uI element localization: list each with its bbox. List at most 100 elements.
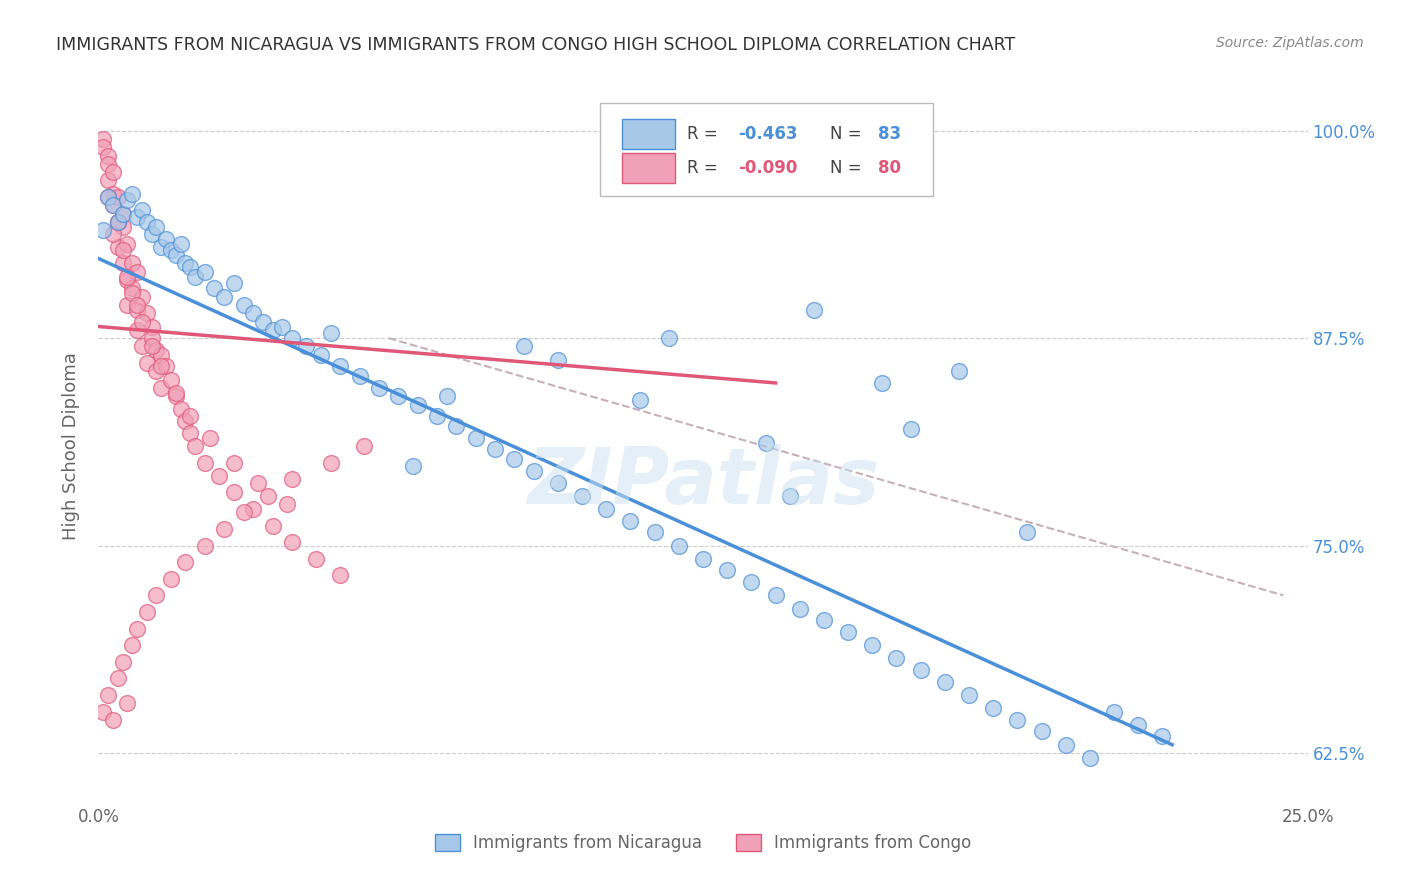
Point xyxy=(131,290,153,304)
Point xyxy=(179,260,201,274)
Point xyxy=(948,364,970,378)
Point xyxy=(117,236,139,251)
Point xyxy=(1015,525,1038,540)
Point xyxy=(547,352,569,367)
Point xyxy=(145,219,167,234)
Point xyxy=(1031,724,1053,739)
Point xyxy=(184,439,207,453)
Point xyxy=(160,373,183,387)
FancyBboxPatch shape xyxy=(600,103,932,196)
Point xyxy=(668,539,690,553)
Point xyxy=(127,302,149,317)
Point xyxy=(165,248,187,262)
Point xyxy=(117,194,139,208)
Point xyxy=(644,525,666,540)
FancyBboxPatch shape xyxy=(621,120,675,149)
Point xyxy=(155,231,177,245)
Point xyxy=(426,409,449,424)
Point xyxy=(387,389,409,403)
Point xyxy=(1128,718,1150,732)
Point xyxy=(595,502,617,516)
Point xyxy=(628,392,651,407)
Point xyxy=(464,431,486,445)
Point xyxy=(107,215,129,229)
Point xyxy=(329,568,352,582)
Point xyxy=(813,613,835,627)
Point xyxy=(145,364,167,378)
Point xyxy=(295,339,318,353)
Point xyxy=(135,306,157,320)
Point xyxy=(692,552,714,566)
Point xyxy=(242,306,264,320)
Y-axis label: High School Diploma: High School Diploma xyxy=(62,352,80,540)
Point xyxy=(212,522,235,536)
Point xyxy=(127,323,149,337)
Text: Source: ZipAtlas.com: Source: ZipAtlas.com xyxy=(1216,36,1364,50)
Point xyxy=(117,273,139,287)
Point xyxy=(981,701,1004,715)
Point xyxy=(107,190,129,204)
Point xyxy=(101,165,124,179)
Point xyxy=(1152,730,1174,744)
Point xyxy=(121,186,143,201)
Point xyxy=(179,409,201,424)
Point xyxy=(111,655,134,669)
Point xyxy=(262,323,284,337)
Point xyxy=(436,389,458,403)
Point xyxy=(141,319,163,334)
Point xyxy=(870,376,893,390)
Legend: Immigrants from Nicaragua, Immigrants from Congo: Immigrants from Nicaragua, Immigrants fr… xyxy=(429,827,977,859)
Point xyxy=(174,256,197,270)
Point xyxy=(1007,713,1029,727)
Text: IMMIGRANTS FROM NICARAGUA VS IMMIGRANTS FROM CONGO HIGH SCHOOL DIPLOMA CORRELATI: IMMIGRANTS FROM NICARAGUA VS IMMIGRANTS … xyxy=(56,36,1015,54)
Point xyxy=(329,359,352,374)
Point xyxy=(619,514,641,528)
Point xyxy=(127,622,149,636)
Point xyxy=(121,281,143,295)
Point xyxy=(860,638,883,652)
Point xyxy=(547,475,569,490)
Point xyxy=(319,326,342,340)
Point xyxy=(194,539,217,553)
Point xyxy=(141,227,163,241)
Point xyxy=(957,688,980,702)
Point xyxy=(349,369,371,384)
Point xyxy=(117,269,139,284)
Point xyxy=(91,140,114,154)
Point xyxy=(135,605,157,619)
Point xyxy=(503,452,526,467)
Point xyxy=(1102,705,1125,719)
Point xyxy=(184,269,207,284)
Point xyxy=(368,381,391,395)
Point xyxy=(174,414,197,428)
Point xyxy=(97,688,120,702)
Point xyxy=(281,472,304,486)
Point xyxy=(204,281,226,295)
Point xyxy=(97,157,120,171)
Point xyxy=(91,223,114,237)
Point xyxy=(117,696,139,710)
Point xyxy=(837,624,859,639)
Point xyxy=(900,422,922,436)
Point xyxy=(247,475,270,490)
Point xyxy=(111,207,134,221)
Point xyxy=(212,290,235,304)
Point xyxy=(160,243,183,257)
Point xyxy=(97,148,120,162)
Point xyxy=(141,339,163,353)
Text: ZIPatlas: ZIPatlas xyxy=(527,443,879,520)
Point xyxy=(127,265,149,279)
Point xyxy=(165,385,187,400)
Point xyxy=(145,588,167,602)
Point xyxy=(131,339,153,353)
Point xyxy=(716,564,738,578)
Point xyxy=(271,319,294,334)
Point xyxy=(658,331,681,345)
Point xyxy=(934,674,956,689)
Point xyxy=(174,555,197,569)
Point xyxy=(222,456,245,470)
Point xyxy=(165,389,187,403)
Point xyxy=(150,381,173,395)
Point xyxy=(117,298,139,312)
Point xyxy=(91,132,114,146)
